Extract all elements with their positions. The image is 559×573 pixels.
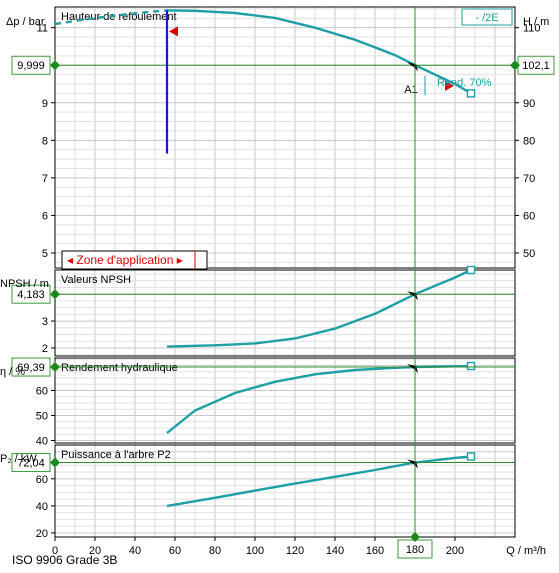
curve-line: [166, 455, 472, 508]
readout-value: 9,999: [17, 60, 45, 72]
y-tick-label: 2: [42, 343, 48, 355]
zone-box: [61, 250, 208, 270]
panel-title: Valeurs NPSH: [61, 274, 131, 286]
readout-value: 72,04: [17, 458, 45, 470]
panel-frame: [54, 6, 516, 269]
operating-point-label: A1: [404, 84, 417, 96]
readout-value: 4,183: [17, 289, 45, 301]
y-tick-label-right: 50: [523, 248, 535, 260]
panel-frame: [54, 357, 516, 444]
x-tick-label: 60: [169, 545, 181, 557]
readout-diamond: [50, 362, 60, 373]
readout-value: 69,39: [17, 362, 45, 374]
x-tick-label: 140: [326, 545, 344, 557]
y-tick-label-right: 90: [523, 98, 535, 110]
zone-label: ◂ Zone d'application ▸: [67, 253, 183, 267]
x-axis-label: Q / m³/h: [506, 545, 546, 557]
curve-extrapolated: [54, 9, 168, 26]
y-tick-label: 5: [42, 248, 48, 260]
y-tick-label-right: 60: [523, 210, 535, 222]
y-tick-label: 60: [36, 386, 48, 398]
curve-end-marker: [466, 89, 476, 98]
x-tick-label: 160: [366, 545, 384, 557]
x-tick-label: 0: [52, 545, 58, 557]
x-tick-label: 80: [209, 545, 221, 557]
y-tick-label: 9: [42, 98, 48, 110]
panel-frame: [54, 269, 516, 357]
curve-end-marker: [466, 265, 476, 275]
curve-line: [166, 268, 472, 348]
x-tick-label: 200: [446, 545, 464, 557]
readout-diamond: [50, 457, 60, 468]
y-tick-label-right: 110: [523, 23, 541, 35]
x-tick-label: 20: [89, 545, 101, 557]
legend-code: - /2E: [475, 12, 498, 24]
panel-title: Puissance à l'arbre P2: [61, 449, 171, 461]
y-tick-label: 7: [42, 173, 48, 185]
curve-end-marker: [466, 361, 476, 371]
y-axis-label-right: H / m: [523, 16, 549, 28]
y-tick-label-right: 80: [523, 135, 535, 147]
x-readout-diamond: [410, 532, 420, 542]
curve-end-marker: [466, 452, 476, 461]
y-tick-label: 11: [37, 23, 48, 35]
readout-diamond: [50, 60, 60, 71]
readout-diamond-right: [510, 60, 520, 71]
x-tick-label: 40: [129, 545, 141, 557]
y-tick-label: 60: [36, 474, 48, 486]
panel-title: Rendement hydraulique: [61, 362, 178, 374]
legend-box: [461, 8, 513, 26]
y-axis-label: P₂ / kW: [0, 453, 37, 465]
x-tick-label: 100: [246, 545, 264, 557]
y-tick-label: 8: [42, 135, 48, 147]
curve-line: [166, 9, 472, 95]
y-tick-label: 20: [36, 528, 48, 540]
y-tick-label-right: 70: [523, 173, 535, 185]
readout-diamond: [50, 289, 60, 300]
curve-line: [166, 364, 472, 434]
y-tick-label: 40: [36, 501, 48, 513]
y-axis-label: η / %: [0, 366, 25, 378]
panel-frame: [54, 444, 516, 538]
y-tick-label: 6: [42, 210, 48, 222]
zone-arrow-right: [445, 80, 454, 91]
y-axis-label: Δp / bar: [6, 16, 45, 28]
panel-title: Hauteur de refoulement: [61, 11, 177, 23]
footer-standard: ISO 9906 Grade 3B: [12, 553, 118, 567]
x-readout-value: 180: [406, 544, 424, 556]
y-tick-label: 40: [36, 436, 48, 448]
y-tick-label: 50: [36, 411, 48, 423]
efficiency-label: Rend. 70%: [437, 77, 492, 89]
readout-value-right: 102,1: [522, 60, 550, 72]
y-axis-label: NPSH / m: [0, 278, 49, 290]
y-tick-label: 3: [42, 316, 48, 328]
zone-arrow-left: [169, 26, 178, 37]
x-tick-label: 120: [286, 545, 304, 557]
operating-point-mark: [407, 62, 418, 72]
